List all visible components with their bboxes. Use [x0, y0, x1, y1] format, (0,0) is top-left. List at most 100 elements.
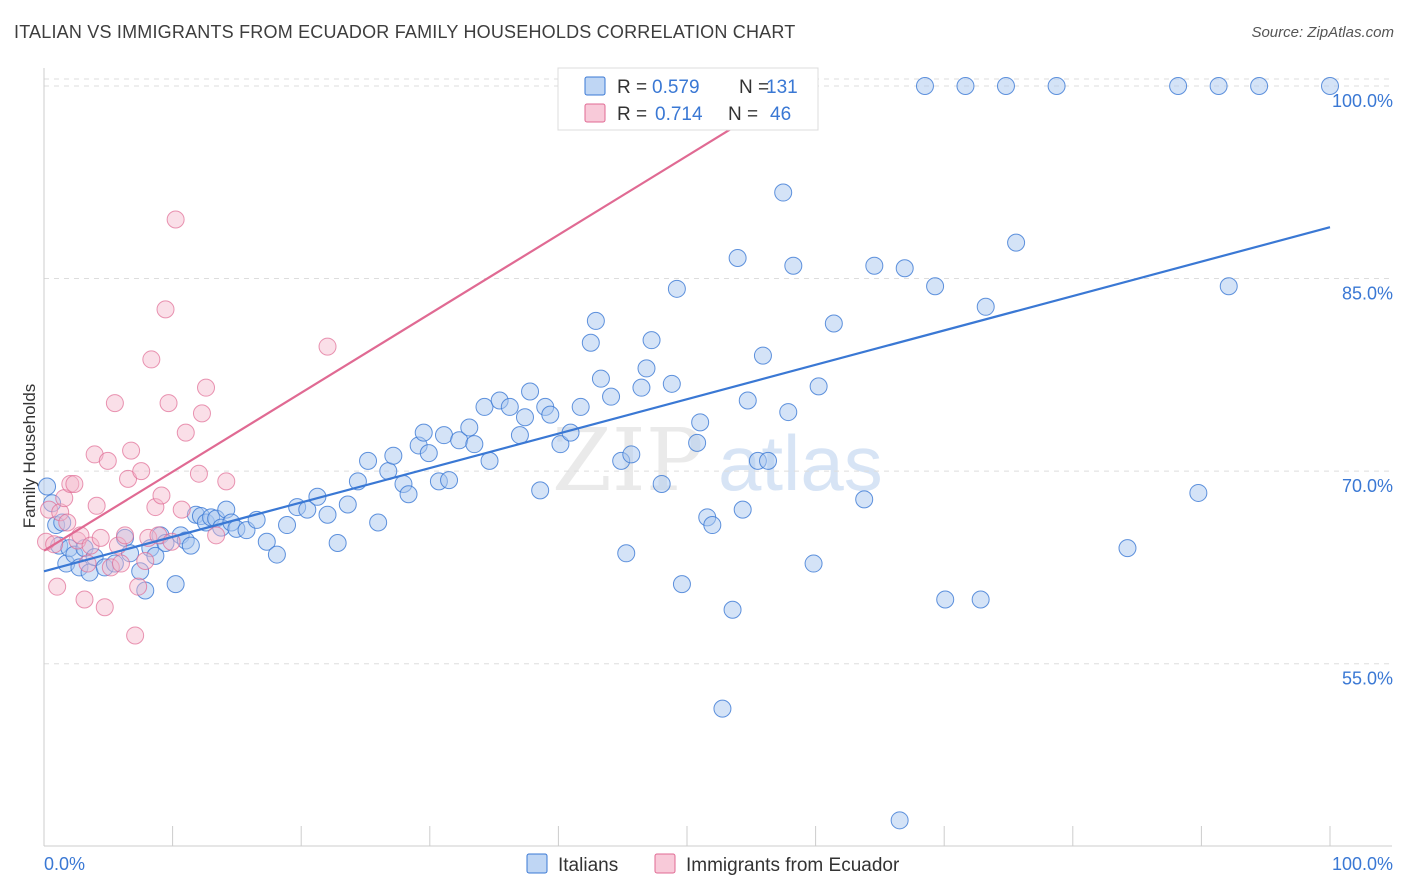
- italians-point: [895, 259, 914, 278]
- italians-point: [1219, 277, 1238, 296]
- legend-swatch-pink: [584, 103, 606, 123]
- italians-point: [738, 391, 757, 410]
- r-label-2: R =: [617, 104, 647, 125]
- italians-point: [328, 534, 347, 553]
- y-axis-label: Family Households: [20, 384, 39, 529]
- italians-point: [586, 311, 605, 330]
- italians-point: [1250, 76, 1269, 95]
- italians-point: [956, 76, 975, 95]
- italians-point: [460, 418, 479, 437]
- italians-point: [703, 516, 722, 535]
- gridlines: [44, 78, 1392, 665]
- ecuador-point: [132, 462, 151, 481]
- italians-point: [515, 408, 534, 427]
- italians-point: [824, 314, 843, 333]
- r-value-2: 0.714: [655, 104, 703, 125]
- italians-point: [662, 374, 681, 393]
- r-value-1: 0.579: [652, 77, 700, 98]
- italians-point: [1118, 539, 1137, 558]
- italians-point: [890, 811, 909, 830]
- italians-point: [804, 554, 823, 573]
- italians-point: [996, 76, 1015, 95]
- italians-point: [926, 277, 945, 296]
- ecuador-point: [126, 626, 145, 645]
- italians-point: [602, 387, 621, 406]
- italians-point: [414, 423, 433, 442]
- legend-italians-label: Italians: [558, 855, 618, 876]
- italians-point: [500, 397, 519, 416]
- n-label-1: N =: [739, 77, 769, 98]
- ecuador-point: [95, 598, 114, 617]
- y-tick-label: 55.0%: [1342, 669, 1393, 689]
- ecuador-point: [122, 441, 141, 460]
- ecuador-point: [101, 558, 120, 577]
- n-label-2: N =: [728, 104, 758, 125]
- ecuador-point: [91, 528, 110, 547]
- italians-point: [581, 333, 600, 352]
- italians-point: [779, 403, 798, 422]
- italians-point: [971, 590, 990, 609]
- trend-lines: [43, 76, 1331, 573]
- italians-point: [976, 297, 995, 316]
- italians-point: [551, 435, 570, 454]
- italians-point: [1007, 233, 1026, 252]
- x-tick-label-min: 0.0%: [44, 854, 85, 874]
- italians-point: [257, 532, 276, 551]
- italians-point: [146, 546, 165, 565]
- x-tick-labels: 0.0% 100.0%: [44, 854, 1393, 874]
- ecuador-point: [51, 503, 70, 522]
- italians-point: [1047, 76, 1066, 95]
- italians-point: [652, 474, 671, 493]
- italians-point: [318, 505, 337, 524]
- italians-point: [465, 435, 484, 454]
- italians-point: [369, 513, 388, 532]
- italians-point: [131, 562, 150, 581]
- ecuador-point: [65, 474, 84, 493]
- italians-point: [1209, 76, 1228, 95]
- ecuador-point: [172, 500, 191, 519]
- source-label: Source: ZipAtlas.com: [1251, 24, 1394, 41]
- italians-point: [531, 481, 550, 500]
- ecuador-point: [142, 350, 161, 369]
- ecuador-point: [85, 445, 104, 464]
- italians-point: [753, 346, 772, 365]
- italians-point: [733, 500, 752, 519]
- y-tick-labels: 55.0% 70.0% 85.0% 100.0%: [1332, 91, 1393, 689]
- italians-point: [38, 477, 57, 496]
- ecuador-point: [87, 496, 106, 515]
- n-value-1: 131: [766, 77, 798, 98]
- italians-point: [936, 590, 955, 609]
- ecuador-point: [146, 498, 165, 517]
- italians-point: [181, 536, 200, 555]
- legend-italians-swatch: [526, 853, 548, 874]
- italians-point: [475, 397, 494, 416]
- italians-point: [440, 471, 459, 490]
- series-ecuador-points: [37, 76, 651, 645]
- ecuador-point: [58, 513, 77, 532]
- italians-point: [915, 76, 934, 95]
- italians-point: [480, 451, 499, 470]
- italians-point: [784, 256, 803, 275]
- axes: [43, 68, 1392, 847]
- ecuador-point: [111, 554, 130, 573]
- r-label-1: R =: [617, 77, 647, 98]
- ecuador-point: [98, 451, 117, 470]
- series-legend: Italians Immigrants from Ecuador: [526, 853, 900, 876]
- italians-point: [667, 279, 686, 298]
- italians-point: [672, 575, 691, 594]
- chart-title: ITALIAN VS IMMIGRANTS FROM ECUADOR FAMIL…: [14, 22, 796, 42]
- italians-point: [728, 249, 747, 268]
- y-tick-label: 100.0%: [1332, 91, 1393, 111]
- ecuador-point: [176, 423, 195, 442]
- italians-point: [723, 600, 742, 619]
- watermark-atlas: atlas: [718, 419, 883, 507]
- italians-point: [419, 444, 438, 463]
- italians-point: [809, 377, 828, 396]
- italians-point: [267, 545, 286, 564]
- italians-point: [632, 378, 651, 397]
- ecuador-point: [136, 551, 155, 570]
- ecuador-point: [105, 394, 124, 413]
- italians-point: [1169, 76, 1188, 95]
- italians-point: [855, 490, 874, 509]
